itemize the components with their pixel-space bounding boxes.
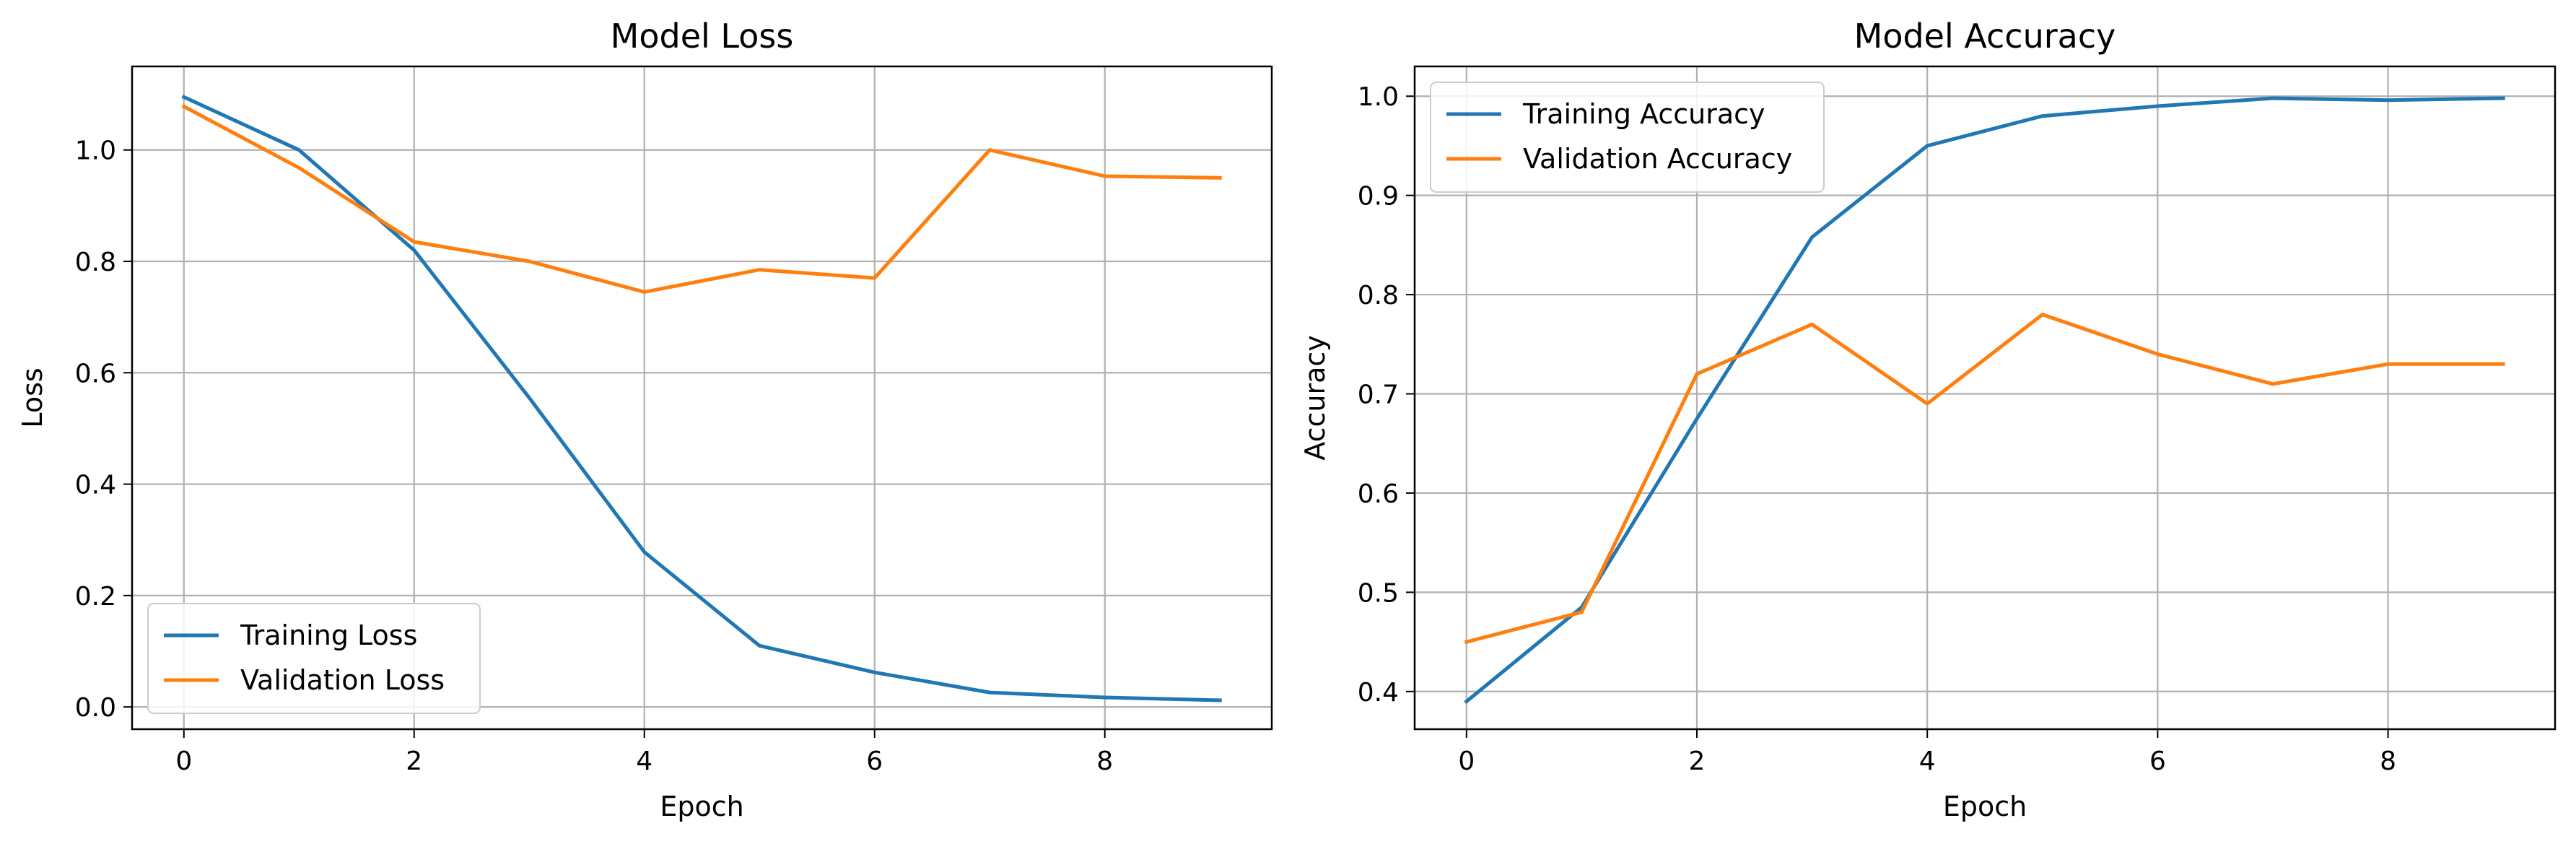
chart-panel-2: 0 2 4 6 8 0.4 0.5 0.6 0.7 0.8 0.9 1.0 Model Accuracy…: [1299, 17, 2557, 822]
x-tick-label: 8: [2380, 747, 2396, 776]
legend-box: [1430, 82, 1825, 193]
x-tick-label: 2: [1689, 747, 1706, 776]
series-line-validation-accuracy: [1464, 313, 2505, 645]
legend-label-validation-loss: Validation Loss: [240, 664, 445, 696]
plot-frame: [131, 65, 1273, 731]
y-tick-label: 0.7: [1358, 380, 1399, 410]
x-axis-label: Epoch: [660, 791, 743, 822]
y-tick-label: 0.0: [75, 693, 116, 723]
chart-panel-1: 0 2 4 6 8 0.0 0.2 0.4 0.6 0.8 1.0 Model Loss Epoch Lo…: [17, 17, 1273, 822]
legend-label-validation-accuracy: Validation Accuracy: [1523, 143, 1792, 175]
series-line-training-loss: [181, 95, 1222, 702]
x-tick-label: 4: [1919, 747, 1936, 776]
legend: Training Loss Validation Loss: [147, 603, 481, 714]
x-tick-label: 2: [406, 747, 422, 776]
y-tick-label: 0.4: [1358, 678, 1399, 708]
series-line-training-accuracy: [1464, 96, 2505, 705]
x-tick-label: 0: [175, 747, 192, 776]
y-tick-label: 0.6: [1358, 479, 1399, 509]
y-tick-label: 0.4: [75, 471, 116, 500]
y-tick-label: 0.2: [75, 582, 116, 612]
y-tick-label: 0.6: [75, 359, 116, 388]
chart-title: Model Loss: [611, 17, 794, 56]
y-tick-label: 0.9: [1358, 182, 1399, 212]
chart-title: Model Accuracy: [1854, 17, 2116, 56]
y-tick-label: 0.8: [1358, 281, 1399, 310]
x-tick-label: 6: [2149, 747, 2166, 776]
y-axis-label: Accuracy: [1299, 335, 1331, 461]
y-tick-label: 0.5: [1358, 578, 1399, 608]
legend-label-training-accuracy: Training Accuracy: [1522, 98, 1765, 130]
y-axis-label: Loss: [17, 367, 48, 427]
x-tick-label: 4: [636, 747, 652, 776]
series-line-validation-loss: [181, 104, 1222, 294]
legend: Training Accuracy Validation Accuracy: [1430, 82, 1825, 193]
x-axis-label: Epoch: [1943, 791, 2027, 822]
legend-label-training-loss: Training Loss: [240, 619, 417, 651]
y-tick-label: 1.0: [75, 136, 116, 166]
x-tick-label: 8: [1096, 747, 1113, 776]
x-tick-label: 0: [1458, 747, 1475, 776]
x-tick-label: 6: [866, 747, 883, 776]
plot-frame: [1413, 65, 2557, 731]
y-tick-label: 1.0: [1358, 82, 1399, 112]
y-tick-label: 0.8: [75, 248, 116, 277]
legend-box: [147, 603, 481, 714]
